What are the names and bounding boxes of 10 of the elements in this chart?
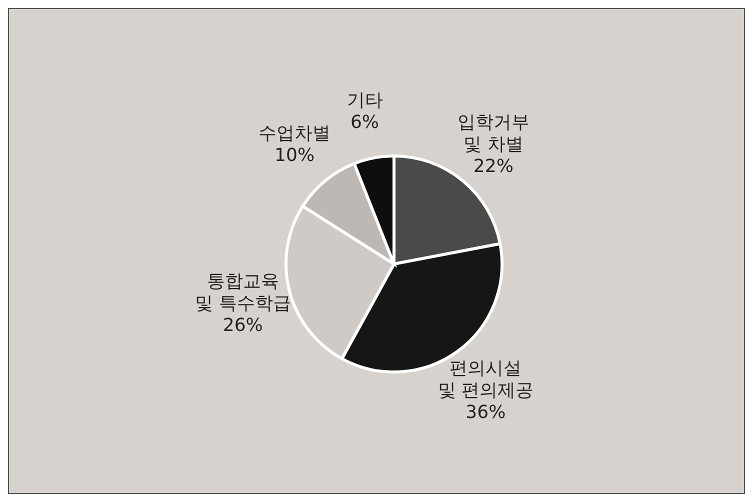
slice-label: 입학거부 및 차별 — [457, 111, 530, 154]
slice-label: 통합교육 및 특수학급 — [195, 270, 291, 314]
data-label: 22% — [473, 155, 514, 176]
slice-label: 기타 — [346, 89, 383, 110]
data-label: 26% — [222, 314, 263, 336]
data-label: 10% — [274, 144, 315, 166]
slice-label: 수업차별 — [258, 122, 331, 144]
data-label: 6% — [350, 111, 380, 132]
data-label: 36% — [466, 402, 506, 423]
slice-label: 편의시설 및 편의제공 — [438, 358, 534, 401]
